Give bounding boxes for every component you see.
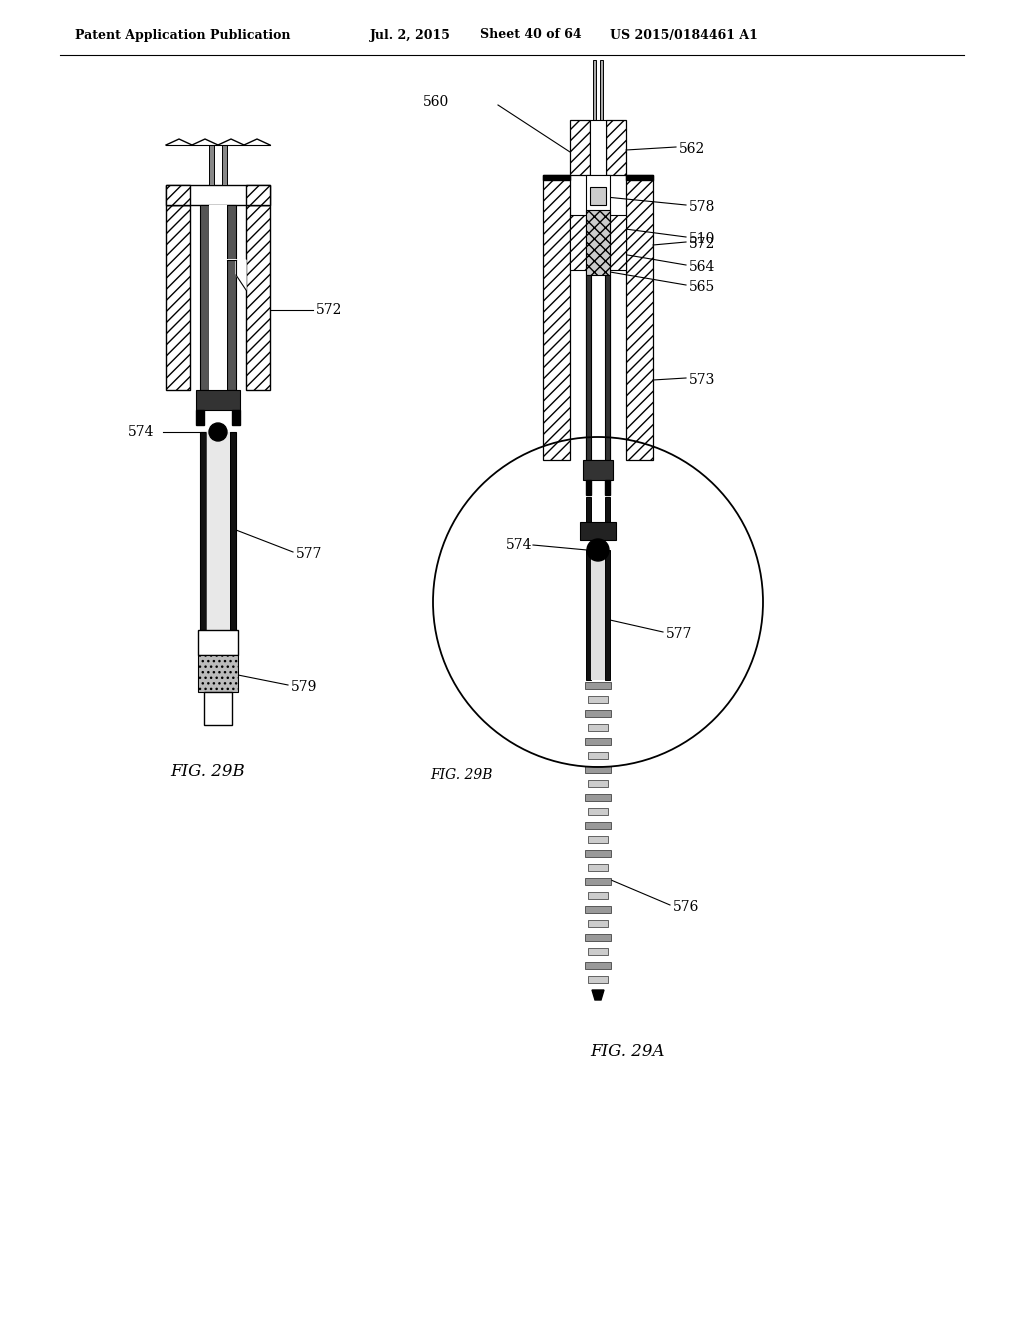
Bar	[588, 865, 608, 871]
Text: 565: 565	[689, 280, 715, 294]
Polygon shape	[196, 411, 204, 425]
Bar	[591, 550, 605, 680]
Bar	[586, 550, 591, 680]
Bar	[585, 906, 611, 913]
Bar	[585, 850, 611, 857]
Text: 564: 564	[689, 260, 716, 275]
Bar	[610, 215, 626, 271]
Bar	[230, 432, 236, 630]
Text: Jul. 2, 2015: Jul. 2, 2015	[370, 29, 451, 41]
Bar	[585, 878, 611, 884]
Bar	[585, 738, 611, 744]
Bar	[166, 205, 190, 389]
Bar	[600, 59, 603, 120]
Bar	[590, 187, 606, 205]
Text: 560: 560	[423, 95, 450, 110]
Bar	[585, 766, 611, 774]
Bar	[588, 780, 608, 787]
Bar	[222, 145, 227, 185]
Bar	[588, 920, 608, 927]
Text: 574: 574	[506, 539, 532, 552]
Bar	[585, 962, 611, 969]
Text: 578: 578	[689, 201, 716, 214]
Circle shape	[587, 539, 609, 561]
Bar	[166, 185, 270, 205]
Bar	[605, 550, 610, 680]
Circle shape	[209, 422, 227, 441]
Text: FIG. 29A: FIG. 29A	[591, 1044, 666, 1060]
Polygon shape	[543, 176, 570, 180]
Bar	[570, 120, 590, 176]
Bar	[605, 275, 610, 459]
Bar	[588, 752, 608, 759]
Bar	[588, 696, 608, 704]
Text: 572: 572	[689, 238, 716, 251]
Bar	[586, 210, 610, 275]
Bar	[585, 935, 611, 941]
Bar	[586, 176, 610, 459]
Text: 510: 510	[689, 232, 716, 246]
Bar	[585, 682, 611, 689]
Bar	[606, 120, 626, 176]
Bar	[585, 795, 611, 801]
Bar	[570, 215, 586, 271]
Bar	[209, 205, 227, 389]
Bar	[227, 205, 236, 389]
Text: 572: 572	[316, 304, 342, 317]
Text: Sheet 40 of 64: Sheet 40 of 64	[480, 29, 582, 41]
Bar	[626, 176, 653, 459]
Bar	[590, 120, 606, 176]
Bar	[585, 710, 611, 717]
Bar	[585, 822, 611, 829]
Bar	[588, 808, 608, 814]
Text: FIG. 29B: FIG. 29B	[430, 768, 493, 781]
Bar	[200, 205, 209, 389]
Bar	[580, 521, 616, 540]
Polygon shape	[605, 480, 610, 495]
Text: 576: 576	[673, 900, 699, 913]
Bar	[588, 948, 608, 954]
Bar	[543, 176, 570, 459]
Bar	[246, 185, 270, 205]
Polygon shape	[227, 260, 246, 290]
Bar	[586, 498, 591, 521]
Polygon shape	[232, 411, 240, 425]
Bar	[166, 185, 190, 205]
Bar	[209, 145, 214, 185]
Text: 574: 574	[128, 425, 155, 440]
Bar	[586, 275, 591, 459]
Bar	[200, 432, 206, 630]
Bar	[588, 975, 608, 983]
Text: US 2015/0184461 A1: US 2015/0184461 A1	[610, 29, 758, 41]
Polygon shape	[626, 176, 653, 180]
Text: 562: 562	[679, 143, 706, 156]
Polygon shape	[592, 990, 604, 1001]
Bar	[588, 836, 608, 843]
Bar	[204, 692, 232, 725]
Bar	[206, 432, 230, 630]
Bar	[198, 630, 238, 655]
Bar	[198, 655, 238, 692]
Text: 577: 577	[666, 627, 692, 642]
Bar	[583, 459, 613, 480]
Text: 579: 579	[291, 680, 317, 694]
Bar	[196, 389, 240, 411]
Text: Patent Application Publication: Patent Application Publication	[75, 29, 291, 41]
Bar	[593, 59, 596, 120]
Polygon shape	[586, 480, 591, 495]
Text: 577: 577	[296, 546, 323, 561]
Bar	[605, 498, 610, 521]
Bar	[588, 892, 608, 899]
Text: 573: 573	[689, 374, 716, 387]
Text: FIG. 29B: FIG. 29B	[171, 763, 246, 780]
Bar	[246, 205, 270, 389]
Bar	[588, 723, 608, 731]
